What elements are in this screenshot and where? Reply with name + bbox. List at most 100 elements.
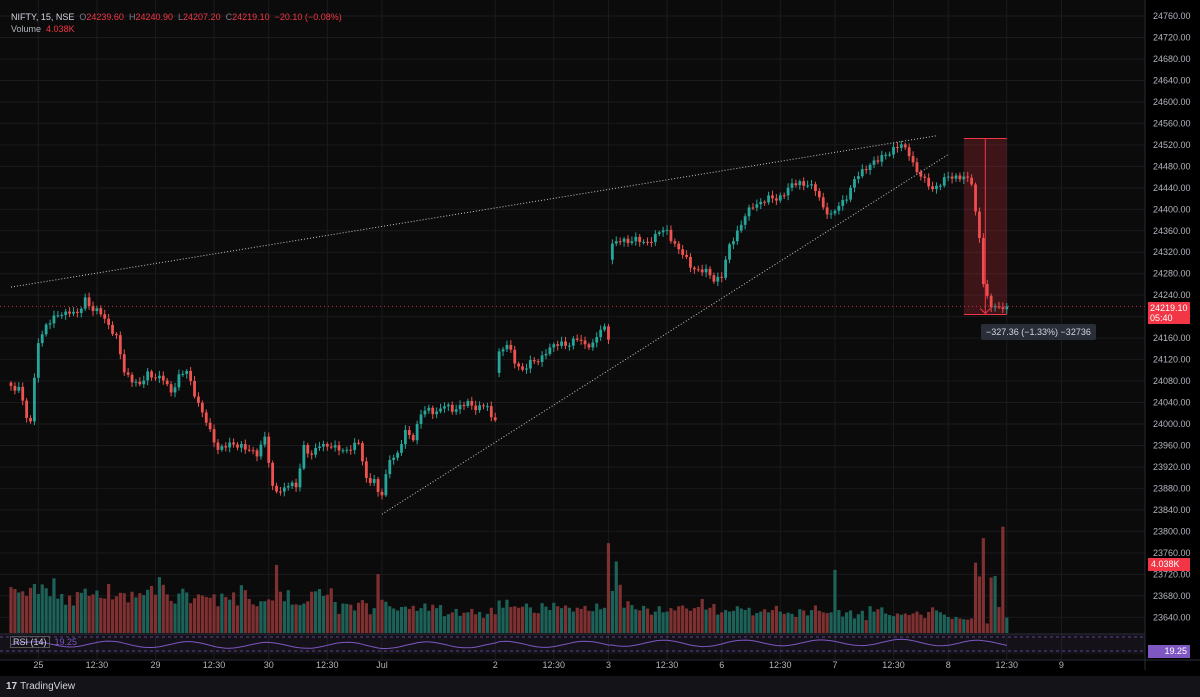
candle-body — [716, 276, 720, 282]
candle-body — [556, 344, 560, 346]
close-label: C — [225, 12, 233, 22]
candle-body — [407, 430, 411, 436]
volume-bar — [778, 611, 782, 633]
volume-value: 4.038K — [46, 24, 75, 34]
y-tick-label: 23920.00 — [1153, 462, 1191, 472]
volume-bar — [825, 613, 829, 633]
volume-bar — [44, 588, 48, 633]
volume-bar — [973, 562, 978, 633]
candle-body — [435, 411, 439, 415]
symbol-legend[interactable]: NIFTY, 15, NSE O24239.60 H24240.90 L2420… — [11, 11, 342, 24]
volume-bar — [353, 610, 357, 633]
candle-body — [814, 184, 817, 192]
volume-bar — [981, 538, 985, 633]
volume-bar — [25, 595, 29, 633]
volume-bar — [21, 591, 25, 633]
volume-bar — [497, 600, 501, 633]
candle-body — [993, 306, 997, 308]
candle-body — [958, 175, 962, 180]
candle-body — [974, 184, 977, 212]
x-tick-label: 12:30 — [882, 660, 905, 670]
rsi-legend[interactable]: RSI (14) 19.25 — [10, 636, 77, 648]
volume-bar — [189, 603, 193, 633]
candle-body — [985, 284, 989, 296]
volume-bar — [337, 613, 341, 633]
candle-body — [513, 349, 517, 364]
y-tick-label: 24040.00 — [1153, 398, 1191, 408]
volume-bar — [907, 615, 911, 633]
candle-body — [997, 306, 1001, 308]
candle-body — [724, 259, 728, 278]
candle-body — [864, 169, 868, 171]
candle-body — [333, 445, 337, 448]
volume-bar — [204, 597, 208, 633]
volume-bar — [864, 619, 868, 633]
volume-bar — [142, 595, 146, 633]
candle-body — [767, 195, 770, 203]
candle-body — [259, 444, 263, 457]
volume-bar — [403, 606, 408, 633]
volume-bar — [36, 593, 40, 633]
volume-bar — [17, 592, 21, 633]
volume-bar — [630, 605, 634, 633]
candle-body — [989, 295, 993, 308]
volume-bar — [271, 600, 275, 633]
symbol-label[interactable]: NIFTY, 15, NSE — [11, 12, 75, 22]
volume-bar — [544, 606, 548, 633]
last-price-value: 24219.10 — [1150, 303, 1188, 313]
volume-bar — [415, 610, 419, 633]
volume-bar — [28, 587, 33, 633]
candle-body — [829, 213, 833, 215]
candle-body — [751, 207, 755, 209]
volume-bar — [87, 595, 91, 633]
candle-body — [134, 381, 138, 383]
volume-bar — [376, 574, 380, 633]
volume-bar — [317, 589, 322, 633]
volume-bar — [157, 577, 161, 633]
plot-area — [0, 0, 1145, 660]
candle-body — [396, 452, 399, 458]
volume-bar — [388, 606, 392, 633]
candle-body — [732, 241, 735, 245]
candle-body — [185, 370, 189, 374]
volume-bar — [954, 616, 958, 633]
tradingview-brand[interactable]: 17 TradingView — [6, 681, 75, 692]
candle-body — [673, 241, 677, 244]
candle-body — [411, 435, 415, 441]
volume-bar — [829, 612, 833, 633]
measure-label[interactable]: −327.36 (−1.33%) −32736 — [981, 324, 1096, 340]
candle-body — [501, 349, 505, 352]
volume-bar — [852, 618, 857, 633]
volume-bar — [798, 609, 802, 633]
candle-body — [509, 344, 513, 350]
volume-bar — [235, 605, 240, 633]
volume-bar — [118, 592, 122, 633]
volume-bar — [790, 613, 794, 633]
volume-bar — [571, 611, 575, 633]
volume-bar — [806, 615, 810, 633]
x-tick-label: 2 — [493, 660, 498, 670]
candle-body — [368, 477, 372, 483]
volume-bar — [251, 604, 255, 633]
volume-bar — [735, 606, 739, 633]
volume-legend[interactable]: Volume 4.038K — [11, 24, 75, 34]
volume-bar — [763, 609, 767, 633]
volume-bar — [52, 578, 56, 633]
volume-bar — [247, 598, 251, 633]
y-tick-label: 24720.00 — [1153, 33, 1191, 43]
candle-body — [595, 337, 599, 343]
volume-bar — [513, 606, 517, 633]
volume-bar — [802, 610, 806, 633]
candle-body — [427, 407, 431, 411]
volume-bar — [708, 607, 712, 633]
candle-body — [173, 387, 177, 393]
candle-body — [298, 468, 302, 488]
candle-body — [361, 443, 364, 462]
candle-body — [189, 370, 193, 381]
volume-bar — [427, 610, 431, 633]
candle-body — [653, 233, 657, 243]
volume-bar — [122, 593, 126, 633]
candle-body — [83, 297, 87, 309]
